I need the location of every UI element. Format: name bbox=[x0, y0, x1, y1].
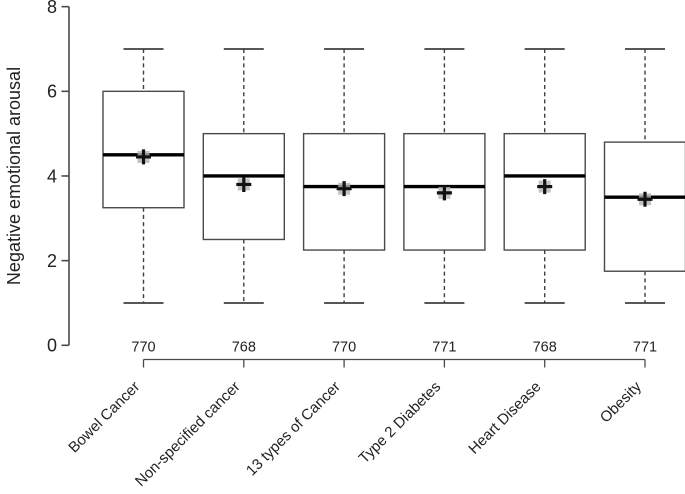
mean-marker-cross bbox=[637, 191, 653, 207]
y-tick-label: 0 bbox=[47, 336, 57, 356]
y-tick-label: 6 bbox=[47, 82, 57, 102]
mean-marker-cross bbox=[436, 185, 452, 201]
mean-marker-cross bbox=[236, 176, 252, 192]
sample-size-label: 771 bbox=[432, 340, 456, 356]
y-tick-label: 4 bbox=[47, 166, 57, 186]
sample-size-label: 768 bbox=[232, 340, 256, 356]
mean-marker-cross bbox=[336, 181, 352, 197]
sample-size-label: 768 bbox=[533, 340, 557, 356]
mean-marker-cross bbox=[537, 179, 553, 195]
y-tick-label: 2 bbox=[47, 251, 57, 271]
y-tick-label: 8 bbox=[47, 0, 57, 17]
y-axis-title: Negative emotional arousal bbox=[4, 67, 24, 285]
sample-size-label: 771 bbox=[633, 340, 657, 356]
sample-size-label: 770 bbox=[332, 340, 356, 356]
mean-marker-cross bbox=[136, 149, 151, 165]
sample-size-label: 770 bbox=[131, 340, 155, 356]
